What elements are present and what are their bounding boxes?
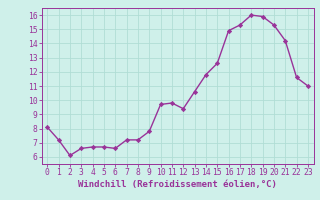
X-axis label: Windchill (Refroidissement éolien,°C): Windchill (Refroidissement éolien,°C) <box>78 180 277 189</box>
